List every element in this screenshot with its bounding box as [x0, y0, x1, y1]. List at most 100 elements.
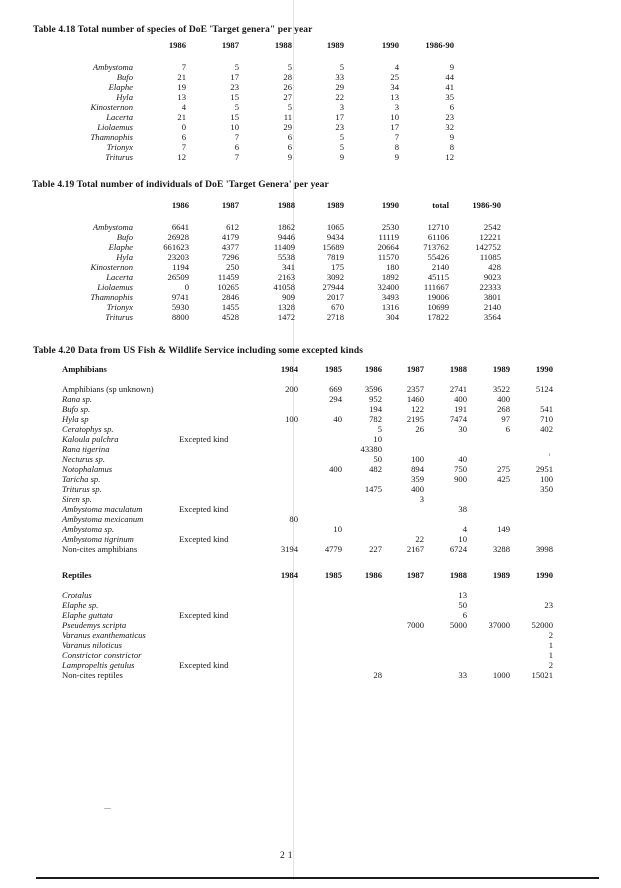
row-label: Bufo sp. [62, 404, 91, 414]
cell-value: 21 [177, 112, 186, 122]
cell-value: 100 [540, 474, 553, 484]
cell-value: 29 [335, 82, 344, 92]
cell-value: 15689 [322, 242, 344, 252]
cell-value: 200 [285, 384, 298, 394]
cell-value: 30 [458, 424, 467, 434]
row-label: Kinosternon [90, 102, 134, 112]
cell-value: 13 [458, 590, 467, 600]
cell-value: 13 [390, 92, 399, 102]
cell-value: 3 [419, 494, 424, 504]
cell-value: 1862 [277, 222, 295, 232]
row-label: Elaphe sp. [62, 600, 99, 610]
cell-value [467, 494, 510, 504]
cell-value [510, 444, 553, 454]
cell-value [382, 514, 424, 524]
cell-value [255, 650, 298, 660]
cell-value: 7474 [449, 414, 467, 424]
cell-value [255, 504, 298, 514]
cell-value [342, 514, 382, 524]
cell-value: 3288 [492, 544, 510, 554]
cell-value: 710 [540, 414, 553, 424]
cell-value: 541 [540, 404, 553, 414]
row-label: Necturus sp. [62, 454, 105, 464]
cell-value [424, 514, 467, 524]
row-label: Liolaemus [97, 282, 133, 292]
cell-value [298, 454, 342, 464]
row-note: Excepted kind [179, 434, 229, 444]
table-row: Kinosternon 1194 250 341 175 180 2140 428 [30, 262, 502, 272]
cell-value [424, 660, 467, 670]
cell-value [510, 454, 553, 464]
cell-value: 33 [458, 670, 467, 680]
scan-speck [549, 453, 550, 456]
cell-value: 952 [369, 394, 382, 404]
cell-value [424, 640, 467, 650]
cell-value: 12 [445, 152, 454, 162]
row-label: Ambystoma mexicanum [62, 514, 144, 524]
table-row: Triturus 12 7 9 9 9 12 [30, 152, 454, 162]
cell-value [382, 660, 424, 670]
cell-value [382, 610, 424, 620]
cell-value: 13 [177, 92, 186, 102]
cell-value [467, 590, 510, 600]
cell-value [382, 600, 424, 610]
row-note [177, 600, 255, 610]
cell-value [298, 650, 342, 660]
row-label: Triturus [105, 312, 133, 322]
table-4-20-title: Table 4.20 Data from US Fish & Wildlife … [33, 346, 364, 356]
row-label: Constrictor constrictor [62, 650, 142, 660]
cell-value [467, 650, 510, 660]
cell-value: 7000 [406, 620, 424, 630]
cell-value [255, 444, 298, 454]
cell-value: 1892 [381, 272, 399, 282]
cell-value [255, 524, 298, 534]
column-header-1986: 1986 [168, 40, 186, 50]
cell-value [424, 630, 467, 640]
column-header-total: total [432, 200, 449, 210]
cell-value [382, 444, 424, 454]
table-row: Lacerta 26509 11459 2163 3092 1892 45115 9023 [30, 272, 501, 282]
column-header-1987: 1987 [406, 570, 424, 580]
cell-value: 10699 [427, 302, 449, 312]
table-row: Crotalus 13 [62, 590, 553, 600]
row-label: Elaphe guttata [62, 610, 113, 620]
cell-value: 6641 [171, 222, 189, 232]
cell-value: 19 [177, 82, 186, 92]
row-label: Hyla sp [62, 414, 89, 424]
column-header-1989: 1989 [492, 364, 510, 374]
cell-value: 3596 [364, 384, 382, 394]
cell-value: 428 [488, 262, 501, 272]
cell-value: 1 [548, 650, 553, 660]
column-header-1990: 1990 [381, 200, 399, 210]
cell-value: 23 [445, 112, 454, 122]
cell-value: 5 [339, 142, 344, 152]
cell-value [342, 494, 382, 504]
table-row: Kinosternon 4 5 5 3 3 6 [30, 102, 455, 112]
cell-value: 2951 [535, 464, 553, 474]
cell-value [298, 610, 342, 620]
column-header-1989: 1989 [326, 40, 344, 50]
cell-value: 400 [454, 394, 467, 404]
column-header-1986: 1986 [364, 570, 382, 580]
cell-value: 194 [369, 404, 382, 414]
cell-value: 713762 [423, 242, 449, 252]
cell-value: 41 [445, 82, 454, 92]
row-note [177, 514, 255, 524]
note-header-cell [177, 364, 255, 384]
cell-value: 8 [449, 142, 454, 152]
cell-value: 6 [505, 424, 510, 434]
cell-value [298, 630, 342, 640]
table-row: Ambystoma sp. 10 4 149 [62, 524, 553, 534]
table-row: Ambystoma maculatum Excepted kind 38 [62, 504, 553, 514]
cell-value: 350 [540, 484, 553, 494]
cell-value [467, 504, 510, 514]
cell-value [298, 504, 342, 514]
row-note [177, 474, 255, 484]
cell-value: 8 [394, 142, 399, 152]
cell-value: 22333 [479, 282, 501, 292]
row-note: Excepted kind [179, 534, 229, 544]
cell-value: 50 [373, 454, 382, 464]
cell-value: 20664 [377, 242, 399, 252]
row-label: Lampropeltis getulus [62, 660, 135, 670]
row-label: Amphibians (sp unknown) [62, 384, 154, 394]
